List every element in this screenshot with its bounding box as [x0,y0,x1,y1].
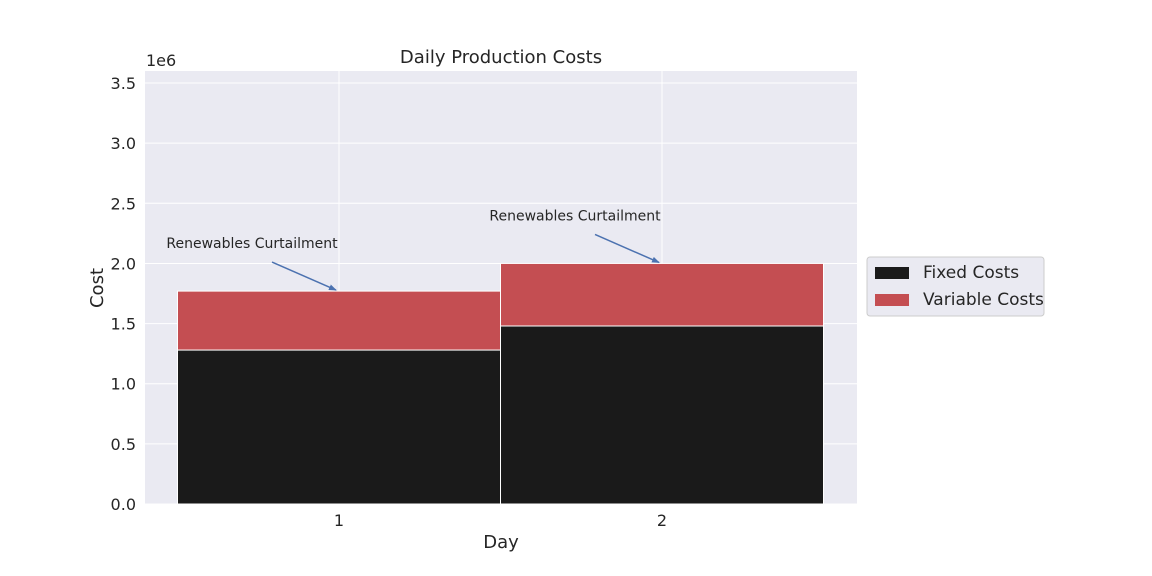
legend-label: Variable Costs [923,290,1044,310]
legend-label: Fixed Costs [923,263,1019,283]
bars [177,262,824,505]
annotations: Renewables Curtailment Renewables Curtail… [166,208,661,291]
bar-fixed-costs-day-2 [500,325,824,505]
y-axis-label: Cost [87,268,108,308]
bar-variable-costs-day-1 [177,290,501,351]
legend-swatch [875,267,909,279]
y-tick-label: 0.5 [111,435,136,454]
y-tick-label: 3.0 [111,134,136,153]
legend-box [866,256,1045,317]
y-scale-label: 1e6 [146,51,176,70]
annotation-label: Renewables Curtailment [489,208,661,224]
y-tick-label: 1.0 [111,375,136,394]
annotation-arrow [594,233,660,264]
annotation-arrow [271,261,337,291]
x-tick-label: 1 [334,511,344,530]
legend-swatch [875,294,909,306]
y-tick-label: 3.5 [111,74,136,93]
annotation-label: Renewables Curtailment [166,236,338,252]
y-axis-ticks: 0.0 0.5 1.0 1.5 2.0 2.5 3.0 3.5 [111,74,136,514]
x-axis-label: Day [483,532,519,553]
bar-fixed-costs-day-1 [177,349,501,505]
y-tick-label: 1.5 [111,315,136,334]
legend: Fixed Costs Variable Costs [866,256,1045,317]
y-tick-label: 2.0 [111,254,136,273]
y-tick-label: 0.0 [111,495,136,514]
y-tick-label: 2.5 [111,194,136,213]
chart-title: Daily Production Costs [400,47,602,68]
bar-variable-costs-day-2 [500,262,824,327]
x-tick-label: 2 [657,511,667,530]
